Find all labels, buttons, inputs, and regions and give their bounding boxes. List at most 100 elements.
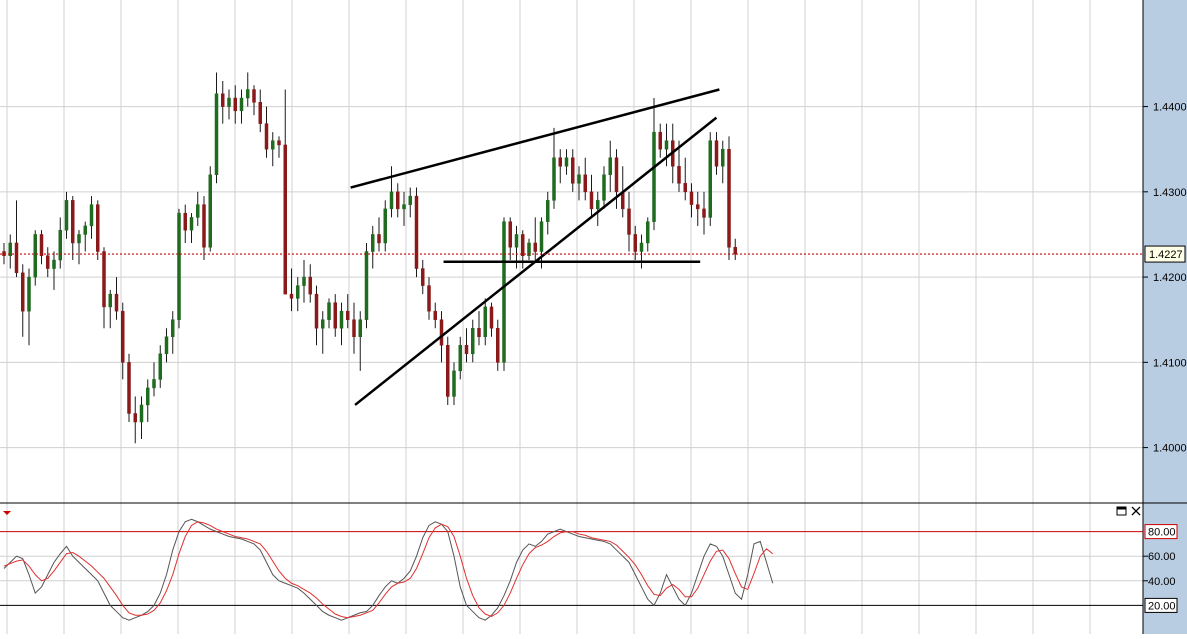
bearish-candle — [39, 234, 44, 257]
bearish-candle — [202, 204, 206, 248]
oscillator-tick-labels: 80.00 60.00 40.00 20.00 — [1143, 524, 1178, 613]
bearish-candle — [258, 102, 262, 124]
bearish-candle — [308, 276, 312, 295]
bullish-candle — [452, 370, 456, 397]
bearish-candle — [352, 319, 356, 338]
bearish-candle — [521, 234, 525, 257]
candlestick-series — [2, 72, 737, 444]
triangle-down-icon[interactable] — [3, 511, 11, 515]
bearish-candle — [71, 200, 75, 244]
trendlines[interactable] — [350, 88, 720, 406]
bullish-candle — [189, 217, 194, 231]
bearish-candle — [396, 191, 400, 210]
bearish-candle — [689, 191, 694, 205]
bearish-candle — [233, 97, 237, 112]
bearish-candle — [346, 310, 350, 320]
bullish-candle — [139, 404, 144, 423]
bullish-candle — [246, 89, 250, 99]
bullish-candle — [146, 387, 150, 406]
price-tick-label: 1.4400 — [1153, 102, 1187, 114]
bearish-candle — [446, 345, 450, 397]
bearish-candle — [277, 140, 281, 146]
bullish-candle — [602, 174, 606, 201]
price-tick-label: 1.4000 — [1153, 443, 1187, 455]
bearish-candle — [533, 242, 537, 252]
bullish-candle — [77, 234, 81, 244]
bearish-candle — [727, 148, 731, 248]
bullish-candle — [158, 353, 162, 380]
bullish-candle — [483, 306, 487, 338]
bearish-candle — [283, 144, 287, 295]
bullish-candle — [552, 157, 556, 201]
stochastic-k-line — [3, 518, 774, 621]
bearish-candle — [289, 293, 294, 299]
stochastic-oscillator — [3, 518, 774, 621]
bullish-candle — [358, 319, 362, 338]
bullish-candle — [177, 212, 181, 320]
oscillator-axis[interactable] — [1142, 503, 1187, 634]
bullish-candle — [608, 157, 612, 176]
bearish-candle — [677, 165, 681, 184]
bullish-candle — [108, 293, 112, 308]
bullish-candle — [402, 204, 406, 210]
bullish-candle — [83, 225, 87, 235]
bullish-candle — [27, 276, 31, 312]
close-icon[interactable] — [1131, 506, 1141, 516]
bearish-candle — [508, 221, 512, 248]
bullish-candle — [502, 221, 506, 363]
bullish-candle — [214, 93, 219, 176]
bullish-candle — [383, 208, 387, 244]
bullish-candle — [58, 229, 62, 261]
bearish-candle — [96, 204, 100, 252]
bearish-candle — [683, 183, 687, 193]
bullish-candle — [164, 336, 169, 355]
price-tick-label: 1.4300 — [1153, 187, 1187, 199]
bearish-candle — [433, 310, 437, 320]
bullish-candle — [227, 97, 231, 107]
bullish-candle — [196, 204, 200, 218]
bearish-candle — [14, 242, 19, 274]
bearish-candle — [696, 204, 700, 210]
bullish-candle — [339, 310, 344, 329]
bullish-candle — [721, 148, 725, 167]
bullish-candle — [408, 195, 412, 205]
bullish-candle — [577, 174, 581, 184]
price-tick-labels: 1.4000 1.4100 1.4200 1.4300 1.4400 — [1143, 102, 1187, 455]
maximize-icon[interactable] — [1116, 506, 1127, 516]
bearish-candle — [733, 246, 737, 255]
bearish-candle — [46, 255, 50, 269]
osc-tick-label: 60.00 — [1148, 551, 1176, 563]
bullish-candle — [596, 200, 600, 210]
bullish-candle — [527, 242, 531, 257]
bullish-candle — [208, 174, 212, 248]
bearish-candle — [583, 174, 587, 193]
bullish-candle — [546, 200, 550, 222]
bullish-candle — [152, 379, 156, 389]
trendline-upper-resistance[interactable] — [350, 88, 720, 189]
bearish-candle — [714, 140, 719, 167]
bearish-candle — [314, 293, 319, 329]
bearish-candle — [496, 327, 500, 363]
bullish-candle — [33, 234, 37, 278]
bearish-candle — [633, 234, 637, 252]
bullish-candle — [389, 191, 394, 210]
bullish-candle — [646, 221, 650, 244]
bearish-candle — [571, 157, 575, 184]
bearish-candle — [264, 123, 269, 150]
bullish-candle — [564, 157, 569, 167]
bullish-candle — [239, 97, 244, 112]
osc-tick-label: 40.00 — [1148, 576, 1176, 588]
bullish-candle — [471, 327, 475, 355]
grid-lines — [0, 0, 1143, 634]
price-tick-label: 1.4200 — [1153, 272, 1187, 284]
bearish-candle — [102, 251, 106, 308]
bearish-candle — [464, 345, 469, 355]
osc-level-tag — [1144, 524, 1178, 540]
current-price-box — [1144, 245, 1186, 263]
bearish-candle — [333, 302, 337, 329]
bearish-candle — [377, 234, 381, 244]
bullish-candle — [639, 242, 644, 252]
bullish-candle — [321, 319, 325, 329]
